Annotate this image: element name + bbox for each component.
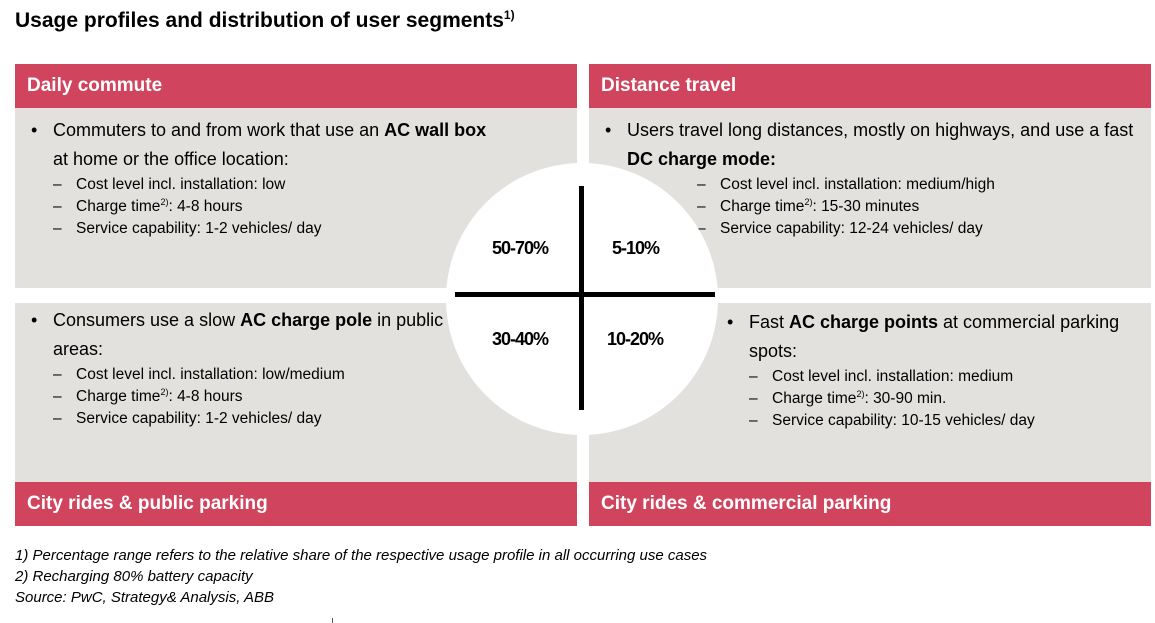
detail-after: : 4-8 hours (168, 388, 243, 405)
page-tick-mark (332, 618, 333, 623)
daily-commute-details: Cost level incl. installation: low Charg… (53, 174, 491, 240)
detail-item: Charge time2): 30-90 min. (749, 388, 1137, 410)
distance-travel-bullet: Users travel long distances, mostly on h… (605, 116, 1145, 174)
detail-text: Service capability: 10-15 vehicles/ day (772, 412, 1035, 429)
header-commercial-parking: City rides & commercial parking (589, 482, 1151, 526)
detail-footnote-ref: 2) (160, 196, 169, 207)
detail-text: Cost level incl. installation: low/mediu… (76, 366, 345, 383)
distance-travel-content: Users travel long distances, mostly on h… (605, 116, 1145, 240)
share-public-parking: 30-40% (492, 329, 549, 349)
distance-travel-bullet-bold: DC charge mode: (627, 149, 777, 169)
detail-after: : 30-90 min. (864, 390, 947, 407)
commercial-parking-bullet: Fast AC charge points at commercial park… (727, 308, 1137, 366)
footnotes: 1) Percentage range refers to the relati… (15, 545, 707, 608)
detail-text: Charge time (76, 388, 161, 405)
commercial-parking-content: Fast AC charge points at commercial park… (727, 308, 1137, 432)
public-parking-details: Cost level incl. installation: low/mediu… (53, 364, 471, 430)
detail-item: Service capability: 1-2 vehicles/ day (53, 408, 471, 430)
header-distance-travel: Distance travel (589, 64, 1151, 108)
detail-text: Charge time (720, 198, 805, 215)
commercial-parking-details: Cost level incl. installation: medium Ch… (749, 366, 1137, 432)
detail-footnote-ref: 2) (856, 388, 865, 399)
detail-item: Cost level incl. installation: low/mediu… (53, 364, 471, 386)
public-parking-bullet-bold: AC charge pole (240, 310, 373, 330)
detail-item: Charge time2): 4-8 hours (53, 196, 491, 218)
share-daily-commute: 50-70% (492, 238, 549, 258)
share-distance-travel: 5-10% (612, 238, 660, 258)
detail-item: Cost level incl. installation: medium (749, 366, 1137, 388)
public-parking-bullet-pre: Consumers use a slow (53, 310, 241, 330)
source-note: Source: PwC, Strategy& Analysis, ABB (15, 589, 274, 606)
distance-travel-details: Cost level incl. installation: medium/hi… (697, 174, 1145, 240)
detail-text: Cost level incl. installation: low (76, 176, 286, 193)
detail-text: Charge time (76, 198, 161, 215)
header-daily-commute: Daily commute (15, 64, 577, 108)
quadrant-public-parking: Consumers use a slow AC charge pole in p… (15, 303, 577, 526)
daily-commute-content: Commuters to and from work that use an A… (31, 116, 491, 240)
commercial-parking-bullet-pre: Fast (749, 312, 790, 332)
share-commercial-parking: 10-20% (607, 329, 664, 349)
footnote-1: 1) Percentage range refers to the relati… (15, 547, 708, 564)
public-parking-content: Consumers use a slow AC charge pole in p… (31, 306, 471, 430)
footnote-2: 2) Recharging 80% battery capacity (15, 568, 253, 585)
detail-item: Charge time2): 4-8 hours (53, 386, 471, 408)
daily-commute-bullet-pre: Commuters to and from work that use an (53, 120, 385, 140)
detail-item: Cost level incl. installation: medium/hi… (697, 174, 1145, 196)
detail-text: Charge time (772, 390, 857, 407)
daily-commute-bullet-post: at home or the office location: (53, 149, 289, 169)
commercial-parking-bullet-bold: AC charge points (789, 312, 939, 332)
distance-travel-bullet-pre: Users travel long distances, mostly on h… (627, 120, 1134, 140)
detail-item: Cost level incl. installation: low (53, 174, 491, 196)
detail-text: Service capability: 1-2 vehicles/ day (76, 410, 322, 427)
title-footnote-ref: 1) (503, 8, 515, 22)
commercial-parking-bullet-post: at commercial parking spots: (749, 312, 1120, 361)
public-parking-bullet: Consumers use a slow AC charge pole in p… (31, 306, 471, 364)
public-parking-bullet-post: in public areas: (53, 310, 444, 359)
detail-text: Service capability: 12-24 vehicles/ day (720, 220, 983, 237)
header-public-parking: City rides & public parking (15, 482, 577, 526)
vertical-divider (579, 186, 584, 410)
detail-item: Charge time2): 15-30 minutes (697, 196, 1145, 218)
detail-after: : 4-8 hours (168, 198, 243, 215)
detail-item: Service capability: 10-15 vehicles/ day (749, 410, 1137, 432)
detail-footnote-ref: 2) (160, 386, 169, 397)
detail-text: Service capability: 1-2 vehicles/ day (76, 220, 322, 237)
quadrant-daily-commute: Daily commute Commuters to and from work… (15, 64, 577, 288)
page-title: Usage profiles and distribution of user … (15, 8, 515, 33)
page-title-text: Usage profiles and distribution of user … (15, 9, 504, 32)
detail-footnote-ref: 2) (804, 196, 813, 207)
detail-text: Cost level incl. installation: medium/hi… (720, 176, 995, 193)
daily-commute-bullet-bold: AC wall box (384, 120, 487, 140)
horizontal-divider (455, 292, 715, 297)
detail-item: Service capability: 1-2 vehicles/ day (53, 218, 491, 240)
daily-commute-bullet: Commuters to and from work that use an A… (31, 116, 491, 174)
detail-item: Service capability: 12-24 vehicles/ day (697, 218, 1145, 240)
detail-after: : 15-30 minutes (812, 198, 920, 215)
detail-text: Cost level incl. installation: medium (772, 368, 1014, 385)
